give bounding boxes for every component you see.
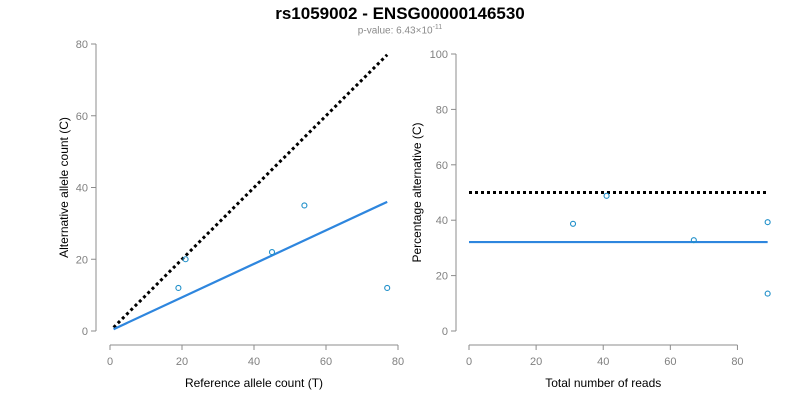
chart-subtitle: p-value: 6.43×10-11 xyxy=(0,24,800,36)
x-tick-label: 80 xyxy=(731,356,743,368)
x-tick-label: 40 xyxy=(597,356,609,368)
x-tick-label: 0 xyxy=(107,356,113,368)
y-tick-label: 80 xyxy=(436,104,448,116)
y-tick-label: 20 xyxy=(76,254,88,266)
y-tick-label: 100 xyxy=(430,49,448,61)
data-point xyxy=(569,220,577,227)
x-tick-label: 0 xyxy=(466,356,472,368)
y-tick-label: 60 xyxy=(436,160,448,172)
x-tick-label: 20 xyxy=(530,356,542,368)
chart-panel-1: 0 20 40 60 80 0 20 40 60 80 Reference allele count… xyxy=(57,39,404,390)
data-point xyxy=(182,256,189,263)
expected-ratio-line xyxy=(112,53,389,329)
data-point xyxy=(764,290,771,297)
data-point xyxy=(301,202,308,209)
y-tick-label: 0 xyxy=(442,326,448,338)
data-point xyxy=(268,249,276,256)
fitted-line xyxy=(113,200,388,331)
x-axis-label: Total number of reads xyxy=(545,376,661,390)
x-tick-label: 80 xyxy=(392,356,404,368)
x-tick-label: 20 xyxy=(176,356,188,368)
x-tick-label: 60 xyxy=(664,356,676,368)
data-point xyxy=(384,284,391,292)
x-tick-label: 40 xyxy=(248,356,260,368)
data-point xyxy=(603,192,610,199)
y-tick-label: 40 xyxy=(436,215,448,227)
x-axis-label: Reference allele count (T) xyxy=(185,376,323,390)
y-tick-label: 80 xyxy=(76,39,88,51)
y-tick-label: 40 xyxy=(76,183,88,195)
data-point xyxy=(175,284,182,292)
x-tick-label: 60 xyxy=(320,356,332,368)
y-axis-label: Percentage alternative (C) xyxy=(410,122,424,262)
chart-title: rs1059002 - ENSG00000146530 xyxy=(275,4,525,23)
chart-panel-2: 0 20 40 60 80 0 20 40 60 80 100 Total number of rea… xyxy=(410,49,771,390)
p-value-exponent: -11 xyxy=(432,24,443,31)
y-tick-label: 0 xyxy=(82,326,88,338)
y-axis-label: Alternative allele count (C) xyxy=(57,117,71,258)
data-point xyxy=(690,237,697,244)
data-point xyxy=(764,219,771,226)
y-tick-label: 60 xyxy=(76,111,88,123)
y-tick-label: 20 xyxy=(436,271,448,283)
p-value-text: p-value: 6.43×10 xyxy=(357,25,433,37)
